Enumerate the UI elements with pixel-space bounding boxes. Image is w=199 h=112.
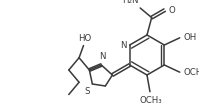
Text: S: S: [85, 87, 90, 96]
Text: OCH₃: OCH₃: [184, 68, 199, 77]
Text: N: N: [99, 52, 106, 61]
Text: OH: OH: [184, 33, 197, 42]
Text: HO: HO: [78, 33, 91, 43]
Text: N: N: [120, 41, 127, 50]
Text: O: O: [169, 6, 175, 15]
Text: H₂N: H₂N: [122, 0, 138, 5]
Text: OCH₃: OCH₃: [139, 96, 162, 105]
